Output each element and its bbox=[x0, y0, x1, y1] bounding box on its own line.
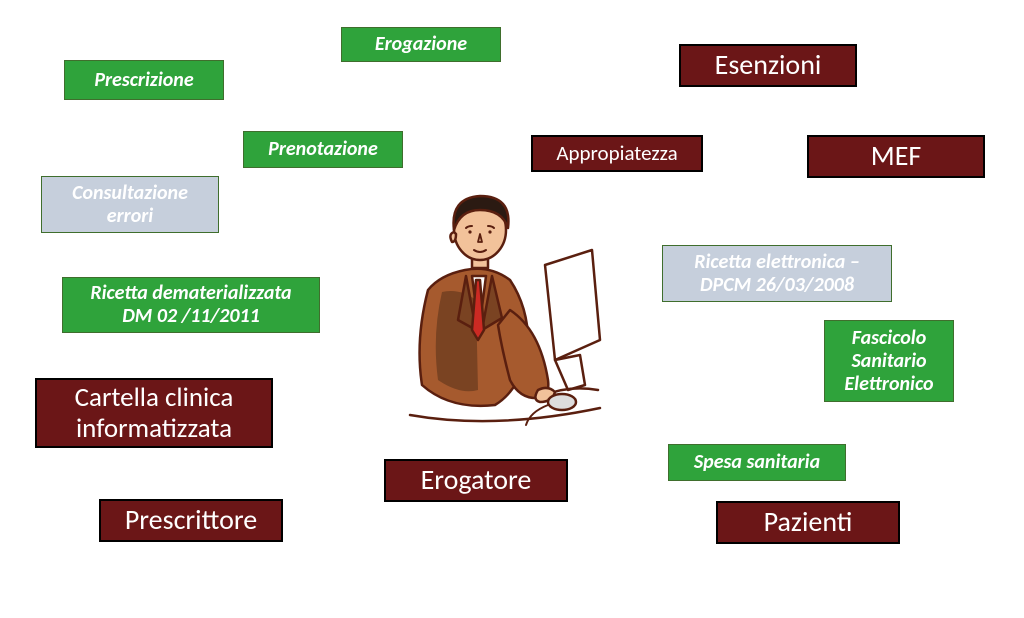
box-erogatore: Erogatore bbox=[384, 459, 568, 502]
box-fascicolo: Fascicolo Sanitario Elettronico bbox=[824, 320, 954, 402]
box-erogazione: Erogazione bbox=[341, 27, 501, 62]
box-pazienti: Pazienti bbox=[716, 501, 900, 544]
box-prenotazione: Prenotazione bbox=[243, 131, 403, 168]
box-mef: MEF bbox=[807, 135, 985, 178]
box-prescrittore: Prescrittore bbox=[99, 499, 283, 542]
box-ricetta-elettronica: Ricetta elettronica – DPCM 26/03/2008 bbox=[662, 245, 892, 302]
box-consultazione-errori: Consultazione errori bbox=[41, 176, 219, 233]
box-spesa-sanitaria: Spesa sanitaria bbox=[668, 444, 846, 481]
box-appropiatezza: Appropiatezza bbox=[531, 135, 703, 172]
box-esenzioni: Esenzioni bbox=[679, 44, 857, 87]
box-cartella-clinica: Cartella clinica informatizzata bbox=[35, 378, 273, 448]
doctor-at-computer-icon bbox=[380, 180, 610, 440]
diagram-canvas: Erogazione Esenzioni Prescrizione Prenotazi… bbox=[0, 0, 1024, 618]
box-ricetta-demat: Ricetta dematerializzata DM 02 /11/2011 bbox=[62, 277, 320, 333]
box-prescrizione: Prescrizione bbox=[64, 60, 224, 100]
